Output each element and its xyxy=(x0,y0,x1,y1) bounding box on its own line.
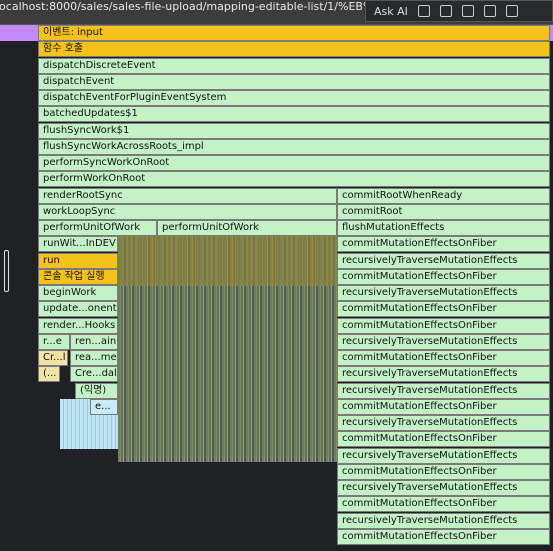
flame-frame[interactable]: flushMutationEffects xyxy=(337,220,550,236)
flame-frame[interactable]: batchedUpdates$1 xyxy=(38,106,550,123)
icon[interactable] xyxy=(417,5,430,17)
flame-frame[interactable]: flushSyncWork$1 xyxy=(38,122,550,139)
dense-frames xyxy=(118,236,337,286)
icon[interactable] xyxy=(461,5,474,17)
flame-frame[interactable]: commitMutationEffectsOnFiber xyxy=(337,431,550,448)
flame-frame[interactable]: recursivelyTraverseMutationEffects xyxy=(337,480,550,496)
flame-frame[interactable]: recursivelyTraverseMutationEffects xyxy=(337,252,550,269)
flame-frame[interactable]: commitMutationEffectsOnFiber xyxy=(337,301,550,318)
flame-frame[interactable]: commitMutationEffectsOnFiber xyxy=(337,398,550,415)
flame-frame[interactable]: flushSyncWorkAcrossRoots_impl xyxy=(38,138,550,155)
flame-frame[interactable]: performWorkOnRoot xyxy=(38,171,550,188)
flame-frame[interactable]: rea...me xyxy=(70,350,118,366)
flame-frame[interactable]: recursivelyTraverseMutationEffects xyxy=(337,382,550,399)
flame-frame[interactable]: performUnitOfWork xyxy=(38,220,157,236)
flame-frame[interactable]: workLoopSync xyxy=(38,203,337,220)
flame-frame[interactable]: renderRootSync xyxy=(38,187,337,204)
icon[interactable] xyxy=(439,5,452,17)
flame-frame[interactable]: recursivelyTraverseMutationEffects xyxy=(337,447,550,464)
flame-frame[interactable]: e... xyxy=(90,398,118,415)
icon[interactable] xyxy=(505,5,518,17)
flame-frame[interactable]: 함수 호출 xyxy=(38,41,550,58)
flame-frame[interactable]: 콘솔 작업 실행 xyxy=(38,268,118,285)
flame-frame[interactable]: recursivelyTraverseMutationEffects xyxy=(337,366,550,383)
flame-frame[interactable]: commitRootWhenReady xyxy=(337,187,550,204)
flame-frame[interactable]: render...Hooks xyxy=(38,317,118,334)
flame-frame[interactable]: 이벤트: input xyxy=(38,25,550,41)
flame-frame[interactable]: commitMutationEffectsOnFiber xyxy=(337,317,550,334)
flame-frame[interactable]: dispatchEvent xyxy=(38,73,550,90)
flame-frame[interactable]: commitMutationEffectsOnFiber xyxy=(337,350,550,366)
ask-ai-button[interactable]: Ask AI xyxy=(374,4,408,18)
flame-frame[interactable]: beginWork xyxy=(38,285,118,301)
flame-frame[interactable]: ren...ain xyxy=(70,333,118,350)
flame-frame[interactable]: Cr...l xyxy=(38,350,68,366)
event-strip xyxy=(0,25,38,41)
event-strip xyxy=(549,25,553,41)
flame-frame[interactable]: dispatchDiscreteEvent xyxy=(38,57,550,74)
flame-frame[interactable]: r...e xyxy=(38,333,70,350)
flame-frame[interactable]: performUnitOfWork xyxy=(157,220,337,236)
flame-frame[interactable]: performSyncWorkOnRoot xyxy=(38,155,550,171)
flame-frame[interactable]: recursivelyTraverseMutationEffects xyxy=(337,415,550,431)
flame-frame[interactable]: dispatchEventForPluginEventSystem xyxy=(38,90,550,106)
flame-frame[interactable]: commitMutationEffectsOnFiber xyxy=(337,528,550,545)
flame-frame[interactable]: commitMutationEffectsOnFiber xyxy=(337,268,550,285)
flame-frame[interactable]: commitMutationEffectsOnFiber xyxy=(337,463,550,480)
icon[interactable] xyxy=(483,5,496,17)
flame-frame[interactable]: (... xyxy=(38,366,60,383)
flame-frame[interactable]: commitRoot xyxy=(337,203,550,220)
flame-frame[interactable]: commitMutationEffectsOnFiber xyxy=(337,496,550,513)
flame-frame[interactable]: recursivelyTraverseMutationEffects xyxy=(337,285,550,301)
flame-frame[interactable]: recursivelyTraverseMutationEffects xyxy=(337,512,550,529)
flame-frame[interactable]: (익명) xyxy=(75,382,118,399)
flame-frame[interactable]: update...onent xyxy=(38,301,118,318)
toolbar: Ask AI xyxy=(365,0,553,22)
scroll-handle[interactable] xyxy=(4,250,9,292)
flame-frame[interactable]: runWit...InDEV xyxy=(38,236,118,253)
flame-frame[interactable]: run xyxy=(38,252,118,269)
flame-frame[interactable]: Cre...dal xyxy=(70,366,118,383)
flame-frame[interactable]: recursivelyTraverseMutationEffects xyxy=(337,333,550,350)
flame-frame[interactable]: commitMutationEffectsOnFiber xyxy=(337,236,550,253)
